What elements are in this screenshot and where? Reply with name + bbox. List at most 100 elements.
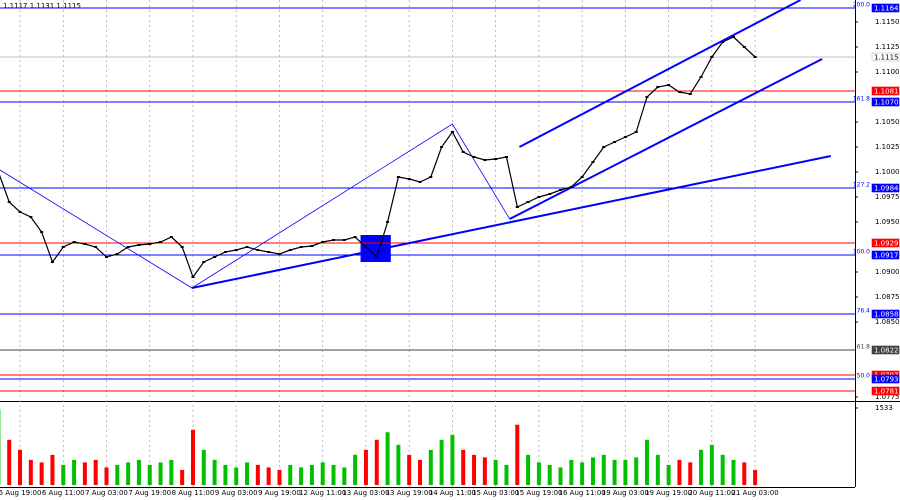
y-tick-label: 1.0950 xyxy=(875,218,900,226)
price-point xyxy=(580,176,584,178)
price-point xyxy=(537,196,541,198)
x-tick-label: 21 Aug 03:00 xyxy=(731,489,778,497)
level-label: 1.0917 xyxy=(874,252,899,260)
volume-bar xyxy=(645,439,649,485)
volume-bar xyxy=(709,444,714,485)
price-point xyxy=(667,84,671,86)
volume-bar xyxy=(169,459,174,485)
price-point xyxy=(418,181,422,183)
x-tick-label: 20 Aug 11:00 xyxy=(688,489,735,497)
x-tick-label: 15 Aug 19:00 xyxy=(515,489,562,497)
price-point xyxy=(159,241,163,243)
price-point xyxy=(234,249,238,251)
chart-title: 1.1117 1.1131 1.1115 xyxy=(3,2,81,10)
price-point xyxy=(213,256,217,258)
price-point xyxy=(450,131,454,133)
price-point xyxy=(353,236,357,238)
price-point xyxy=(180,246,184,248)
price-point xyxy=(407,178,411,180)
level-label: 1.0929 xyxy=(874,240,899,248)
price-point xyxy=(29,216,33,218)
volume-bar xyxy=(126,462,131,485)
volume-bar xyxy=(472,454,477,485)
volume-bar xyxy=(515,424,520,485)
y-tick-label: 1533 xyxy=(875,404,893,412)
volume-bar xyxy=(580,462,585,485)
price-point xyxy=(94,246,98,248)
price-point xyxy=(472,156,476,158)
volume-bar xyxy=(61,464,66,485)
volume-bar xyxy=(417,459,422,485)
volume-bar xyxy=(493,459,498,485)
level-label: 1.1115 xyxy=(874,54,899,62)
price-point xyxy=(494,158,498,160)
level-tag: 127.2 xyxy=(853,182,870,189)
level-label: 1.0781 xyxy=(874,388,899,396)
volume-bar xyxy=(234,467,239,485)
volume-bar xyxy=(82,462,87,485)
price-point xyxy=(569,186,573,188)
price-point xyxy=(375,256,379,258)
x-tick-label: 13 Aug 03:00 xyxy=(342,489,389,497)
y-tick-label: 1.0775 xyxy=(875,393,900,401)
level-label: 1.0822 xyxy=(874,347,899,355)
level-box xyxy=(871,52,900,62)
price-point xyxy=(515,206,519,208)
price-point xyxy=(342,239,346,241)
volume-bar xyxy=(461,449,466,485)
volume-bar xyxy=(385,432,390,485)
price-point xyxy=(256,249,260,251)
volume-bar xyxy=(504,464,509,485)
volume-bar xyxy=(634,457,639,485)
level-box xyxy=(871,374,900,384)
volume-bar xyxy=(677,459,682,485)
volume-bar xyxy=(590,457,595,485)
level-box xyxy=(871,238,900,248)
volume-bar xyxy=(720,454,725,485)
volume-bar xyxy=(439,439,444,485)
price-point xyxy=(710,56,714,58)
x-tick-label: 8 Aug 11:00 xyxy=(172,489,215,497)
price-point xyxy=(634,131,638,133)
x-tick-label: 9 Aug 19:00 xyxy=(258,489,301,497)
price-point xyxy=(429,176,433,178)
volume-bar xyxy=(136,459,141,485)
trend-line xyxy=(509,58,823,220)
price-point xyxy=(332,239,336,241)
volume-bar xyxy=(536,462,541,485)
volume-bar xyxy=(7,439,12,485)
volume-bar xyxy=(309,464,314,485)
price-point xyxy=(115,253,119,255)
y-tick-label: 1.0900 xyxy=(875,268,900,276)
price-point xyxy=(483,159,487,161)
price-point xyxy=(461,151,465,153)
price-point xyxy=(602,146,606,148)
x-tick-label: 19 Aug 03:00 xyxy=(602,489,649,497)
y-tick-label: 1.0975 xyxy=(875,193,900,201)
volume-bar xyxy=(72,459,77,485)
price-point xyxy=(396,176,400,178)
y-tick-label: 1.0875 xyxy=(875,293,900,301)
price-point xyxy=(288,249,292,251)
price-point xyxy=(7,201,11,203)
volume-bar xyxy=(688,462,693,485)
volume-bar xyxy=(18,449,23,485)
volume-bar xyxy=(526,454,531,485)
price-point xyxy=(245,246,249,248)
volume-bar xyxy=(299,467,304,485)
price-point xyxy=(40,231,44,233)
volume-bar xyxy=(115,464,120,485)
level-box xyxy=(871,386,900,396)
trend-line xyxy=(0,123,511,289)
price-point xyxy=(61,246,65,248)
price-point xyxy=(559,189,563,191)
volume-bar xyxy=(147,464,152,485)
price-point xyxy=(504,156,508,158)
volume-bar xyxy=(190,429,195,485)
volume-bar xyxy=(731,459,736,485)
price-point xyxy=(613,141,617,143)
volume-bar xyxy=(245,462,250,485)
level-box xyxy=(871,309,900,319)
